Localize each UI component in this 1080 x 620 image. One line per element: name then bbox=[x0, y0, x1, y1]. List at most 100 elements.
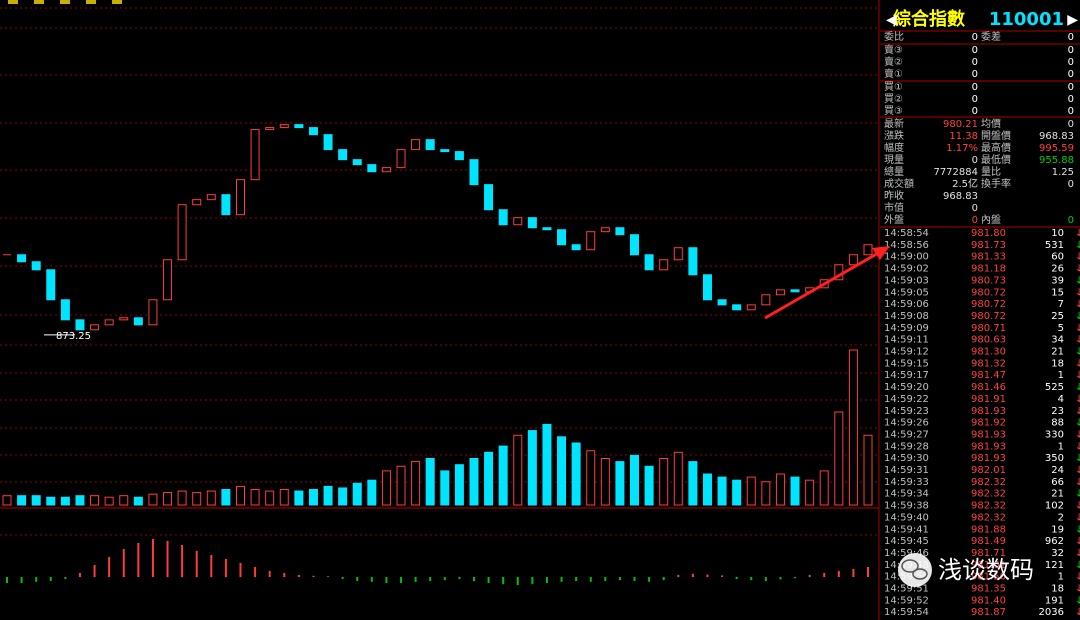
index-name: 綜合指數 bbox=[893, 8, 965, 30]
candle bbox=[104, 319, 114, 326]
volume-bar bbox=[308, 489, 318, 506]
quote-label: 幅度 bbox=[884, 141, 904, 154]
tick-time: 14:59:22 bbox=[884, 394, 929, 405]
quote-label: 市值 bbox=[884, 201, 904, 214]
quote-value: 1.17% bbox=[946, 143, 978, 154]
tick-volume: 191 bbox=[1045, 595, 1064, 606]
volume-bar bbox=[338, 487, 348, 506]
volume-bar bbox=[206, 490, 216, 506]
candle bbox=[90, 324, 100, 331]
tick-time: 14:59:02 bbox=[884, 264, 929, 275]
tick-arrow: ↓ bbox=[1075, 453, 1080, 464]
tick-price: 982.32 bbox=[971, 489, 1006, 500]
candle bbox=[527, 217, 537, 229]
tick-time: 14:59:38 bbox=[884, 501, 929, 512]
candle bbox=[381, 167, 391, 173]
watermark-icon bbox=[912, 568, 928, 580]
row-label: 買① bbox=[884, 81, 903, 93]
volume-bar bbox=[775, 473, 785, 506]
tick-volume: 23 bbox=[1051, 406, 1064, 417]
tick-volume: 5 bbox=[1058, 323, 1064, 334]
candle bbox=[513, 217, 523, 226]
tick-volume: 32 bbox=[1051, 548, 1064, 559]
quote-label: 現量 bbox=[884, 154, 904, 166]
tick-time: 14:59:30 bbox=[884, 453, 929, 464]
volume-bar bbox=[586, 450, 596, 506]
tick-arrow: ↓ bbox=[1075, 560, 1080, 571]
row-value: 0 bbox=[972, 69, 978, 80]
tick-volume: 21 bbox=[1051, 347, 1064, 358]
tick-arrow: ↓ bbox=[1075, 370, 1080, 381]
tick-price: 981.61 bbox=[971, 560, 1006, 571]
tick-price: 980.72 bbox=[971, 287, 1006, 298]
tick-price: 981.46 bbox=[971, 382, 1006, 393]
volume-bar bbox=[863, 434, 873, 506]
tick-volume: 7 bbox=[1058, 299, 1064, 310]
candle bbox=[338, 149, 348, 161]
tick-volume: 39 bbox=[1051, 275, 1064, 286]
quote-label: 最低價 bbox=[981, 153, 1011, 166]
row-value: 0 bbox=[972, 32, 978, 43]
candle bbox=[848, 254, 858, 266]
tick-price: 981.93 bbox=[971, 453, 1006, 464]
prev-arrow[interactable]: ◀ bbox=[886, 12, 897, 28]
tick-volume: 350 bbox=[1045, 453, 1064, 464]
tick-price: 981.80 bbox=[971, 228, 1006, 239]
candle bbox=[294, 124, 304, 129]
tick-arrow: ↓ bbox=[1075, 311, 1080, 322]
tick-time: 14:59:00 bbox=[884, 252, 929, 263]
quote-value: 0 bbox=[972, 215, 978, 226]
quote-value: 980.21 bbox=[943, 119, 978, 130]
tick-volume: 25 bbox=[1051, 311, 1064, 322]
candle bbox=[673, 247, 683, 261]
volume-bar bbox=[60, 496, 70, 506]
tick-arrow: ↓ bbox=[1075, 572, 1080, 583]
trend-arrow-head bbox=[872, 246, 890, 260]
volume-bar bbox=[425, 458, 435, 506]
tick-arrow: ↓ bbox=[1075, 584, 1080, 595]
tick-price: 980.72 bbox=[971, 311, 1006, 322]
watermark: 浅谈数码 bbox=[898, 553, 1034, 587]
candle bbox=[440, 149, 450, 153]
quote-value: 995.59 bbox=[1039, 143, 1074, 154]
tick-price: 981.49 bbox=[971, 536, 1006, 547]
tick-volume: 962 bbox=[1045, 536, 1064, 547]
low-label: 873.25 bbox=[56, 331, 91, 342]
volume-bar bbox=[2, 495, 12, 506]
row-value: 0 bbox=[1068, 69, 1074, 80]
candle bbox=[702, 274, 712, 301]
tick-price: 981.92 bbox=[971, 418, 1006, 429]
volume-bar bbox=[250, 489, 260, 506]
tick-arrow: ↓ bbox=[1075, 418, 1080, 429]
quote-label: 開盤價 bbox=[981, 129, 1011, 142]
quote-label: 內盤 bbox=[981, 213, 1001, 226]
quote-value: 0 bbox=[972, 155, 978, 166]
tick-arrow: ↓ bbox=[1075, 607, 1080, 618]
index-code: 110001 bbox=[989, 9, 1064, 30]
volume-bar bbox=[644, 465, 654, 506]
tick-arrow: ↓ bbox=[1075, 429, 1080, 440]
volume-bar bbox=[761, 481, 771, 506]
quote-value: 0 bbox=[1068, 215, 1074, 226]
volume-bar bbox=[440, 470, 450, 506]
candle bbox=[367, 164, 377, 173]
row-value: 0 bbox=[1068, 106, 1074, 117]
candle bbox=[119, 317, 129, 321]
candle bbox=[177, 204, 187, 261]
volume-bar bbox=[659, 458, 669, 506]
candle bbox=[235, 179, 245, 216]
tick-arrow: ↓ bbox=[1075, 501, 1080, 512]
tick-volume: 2 bbox=[1058, 512, 1064, 523]
candle bbox=[600, 227, 610, 233]
tick-price: 981.93 bbox=[971, 406, 1006, 417]
tick-volume: 24 bbox=[1051, 465, 1064, 476]
icon bbox=[112, 0, 122, 4]
next-arrow[interactable]: ▶ bbox=[1067, 12, 1078, 28]
tick-time: 14:59:40 bbox=[884, 512, 929, 523]
tick-price: 981.50 bbox=[971, 572, 1006, 583]
quote-value: 11.38 bbox=[949, 131, 978, 142]
candle bbox=[717, 299, 727, 306]
candle bbox=[352, 159, 362, 166]
tick-arrow: ↓ bbox=[1075, 358, 1080, 369]
